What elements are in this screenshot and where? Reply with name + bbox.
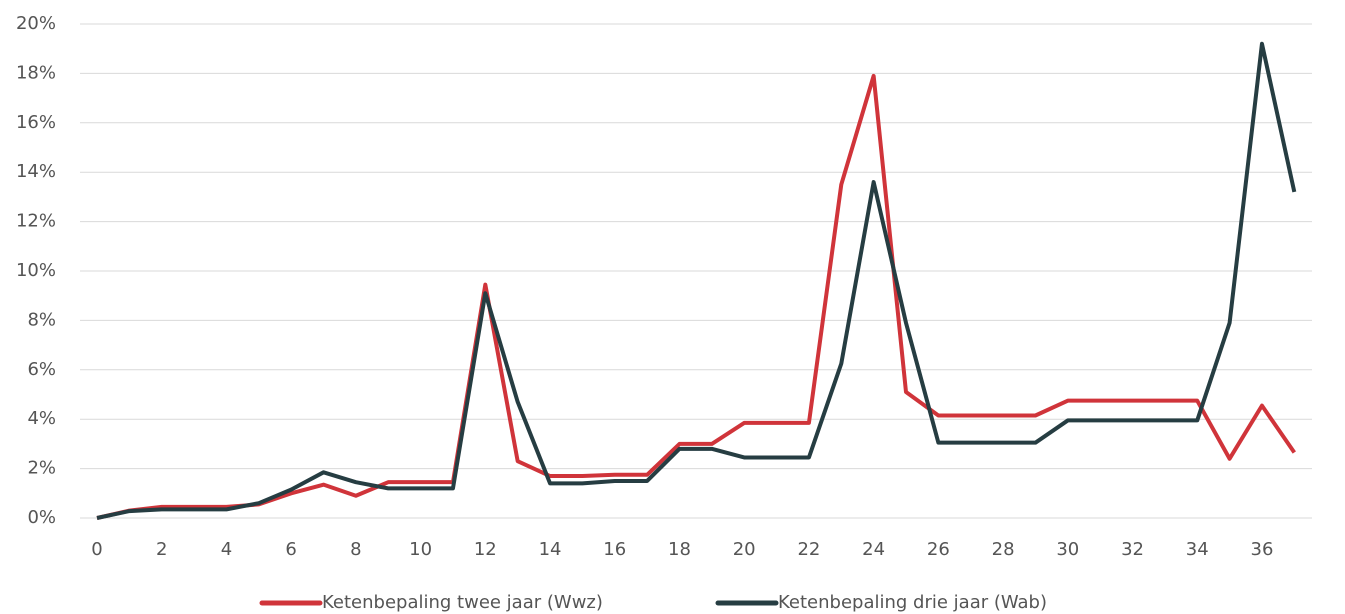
x-tick-label: 30: [1056, 539, 1079, 560]
x-tick-label: 4: [221, 539, 232, 560]
x-tick-label: 12: [474, 539, 497, 560]
y-tick-label: 18%: [16, 62, 56, 83]
x-tick-label: 10: [409, 539, 432, 560]
x-tick-label: 22: [797, 539, 820, 560]
x-tick-label: 32: [1121, 539, 1144, 560]
x-tick-label: 20: [733, 539, 756, 560]
x-tick-label: 34: [1186, 539, 1209, 560]
y-tick-label: 12%: [16, 211, 56, 232]
legend-label: Ketenbepaling twee jaar (Wwz): [322, 592, 603, 613]
y-tick-label: 8%: [27, 309, 56, 330]
legend-label: Ketenbepaling drie jaar (Wab): [778, 592, 1047, 613]
x-tick-label: 0: [91, 539, 102, 560]
x-tick-label: 28: [992, 539, 1015, 560]
x-tick-label: 6: [285, 539, 296, 560]
x-tick-label: 26: [927, 539, 950, 560]
x-tick-label: 2: [156, 539, 167, 560]
data-line: [96, 73, 1296, 520]
y-tick-label: 6%: [27, 359, 56, 380]
x-tick-label: 18: [668, 539, 691, 560]
x-tick-label: 24: [862, 539, 885, 560]
y-tick-label: 0%: [27, 507, 56, 528]
x-tick-label: 8: [350, 539, 361, 560]
y-tick-label: 4%: [27, 408, 56, 429]
y-tick-label: 10%: [16, 260, 56, 281]
x-tick-label: 36: [1251, 539, 1274, 560]
y-tick-label: 2%: [27, 458, 56, 479]
y-tick-label: 20%: [16, 13, 56, 34]
x-tick-label: 14: [539, 539, 562, 560]
y-tick-label: 16%: [16, 112, 56, 133]
x-tick-label: 16: [603, 539, 626, 560]
y-tick-label: 14%: [16, 161, 56, 182]
data-line: [96, 41, 1297, 520]
